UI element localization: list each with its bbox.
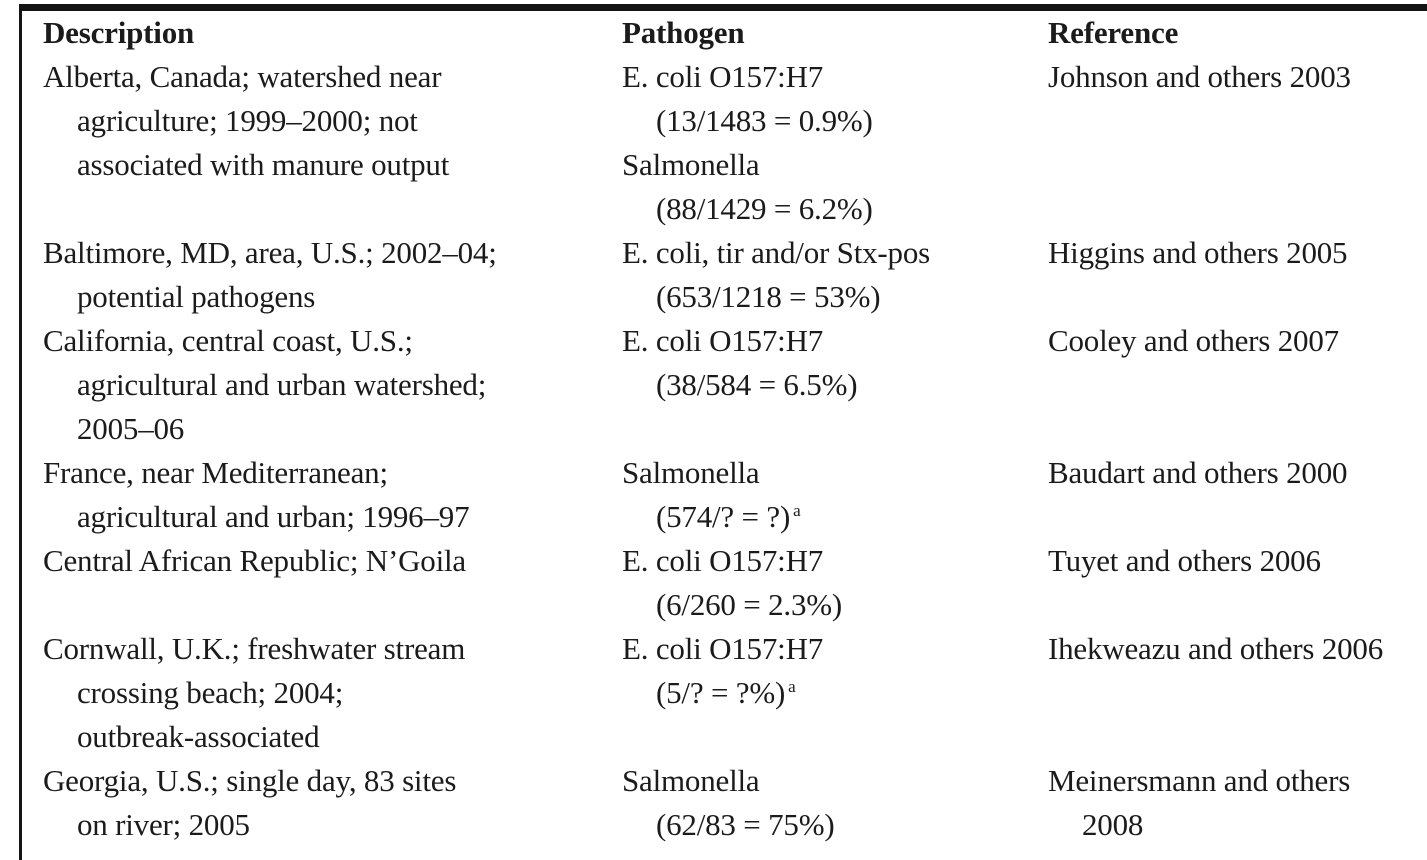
pathogen-cell: E. coli O157:H7 (38/584 = 6.5%) bbox=[622, 319, 1048, 407]
table-row: California, central coast, U.S.; agricult… bbox=[43, 319, 1427, 451]
footnote-marker: a bbox=[788, 676, 796, 696]
description-cell: California, central coast, U.S.; agricult… bbox=[43, 319, 622, 451]
text-line: (574/? = ?) a bbox=[656, 499, 801, 534]
text-line: (38/584 = 6.5%) bbox=[656, 367, 858, 402]
pathogen-cell: E. coli O157:H7 (5/? = ?%) a bbox=[622, 627, 1048, 715]
reference-cell: Higgins and others 2005 bbox=[1048, 231, 1427, 275]
pathogen-cell: E. coli, tir and/or Stx-pos (653/1218 = 5… bbox=[622, 231, 1048, 319]
table-content: Description Pathogen Reference Alberta, … bbox=[22, 11, 1427, 847]
text-line: Alberta, Canada; watershed near bbox=[43, 59, 442, 94]
table-row: Georgia, U.S.; single day, 83 sites on ri… bbox=[43, 759, 1427, 847]
text-line: Cooley and others 2007 bbox=[1048, 323, 1339, 358]
text-line: Central African Republic; N’Goila bbox=[43, 543, 466, 578]
text-line: Ihekweazu and others 2006 bbox=[1048, 631, 1384, 666]
text-line: crossing beach; 2004; bbox=[77, 675, 344, 710]
table-row: Alberta, Canada; watershed near agricultu… bbox=[43, 55, 1427, 231]
text-line: Meinersmann and others bbox=[1048, 763, 1351, 798]
description-cell: Central African Republic; N’Goila bbox=[43, 539, 622, 583]
description-cell: Alberta, Canada; watershed near agricultu… bbox=[43, 55, 622, 187]
pathogen-cell: E. coli O157:H7 (6/260 = 2.3%) bbox=[622, 539, 1048, 627]
reference-cell: Tuyet and others 2006 bbox=[1048, 539, 1427, 583]
text-line: potential pathogens bbox=[77, 279, 316, 314]
pathogen-cell: E. coli O157:H7 (13/1483 = 0.9%) Salmonell… bbox=[622, 55, 1048, 231]
description-cell: Baltimore, MD, area, U.S.; 2002–04; poten… bbox=[43, 231, 622, 319]
text-line: (62/83 = 75%) bbox=[656, 807, 835, 842]
text-line: Baltimore, MD, area, U.S.; 2002–04; bbox=[43, 235, 497, 270]
text-line: 2005–06 bbox=[77, 411, 185, 446]
text-line: Tuyet and others 2006 bbox=[1048, 543, 1321, 578]
text-line: E. coli O157:H7 bbox=[622, 543, 824, 578]
text-line: (6/260 = 2.3%) bbox=[656, 587, 843, 622]
text-line: 2008 bbox=[1082, 807, 1144, 842]
text-line: E. coli O157:H7 bbox=[622, 631, 824, 666]
reference-cell: Cooley and others 2007 bbox=[1048, 319, 1427, 363]
text-line: France, near Mediterranean; bbox=[43, 455, 388, 490]
text-line: E. coli O157:H7 bbox=[622, 59, 824, 94]
text-line: (5/? = ?%) a bbox=[656, 675, 796, 710]
text-line: E. coli O157:H7 bbox=[622, 323, 824, 358]
text-line: Salmonella bbox=[622, 147, 760, 182]
text-line: on river; 2005 bbox=[77, 807, 250, 842]
column-header-reference: Reference bbox=[1048, 15, 1179, 50]
text-line: Salmonella bbox=[622, 763, 760, 798]
text-line: outbreak-associated bbox=[77, 719, 320, 754]
table-body: Alberta, Canada; watershed near agricultu… bbox=[43, 55, 1427, 847]
pathogen-cell: Salmonella (574/? = ?) a bbox=[622, 451, 1048, 539]
reference-cell: Johnson and others 2003 bbox=[1048, 55, 1427, 99]
reference-cell: Baudart and others 2000 bbox=[1048, 451, 1427, 495]
table-row: Cornwall, U.K.; freshwater stream crossin… bbox=[43, 627, 1427, 759]
table-row: France, near Mediterranean; agricultural … bbox=[43, 451, 1427, 539]
text-line: agricultural and urban watershed; bbox=[77, 367, 487, 402]
text-line: agricultural and urban; 1996–97 bbox=[77, 499, 470, 534]
text-line: Baudart and others 2000 bbox=[1048, 455, 1348, 490]
text-line: agriculture; 1999–2000; not bbox=[77, 103, 418, 138]
pathogen-survey-table: Description Pathogen Reference Alberta, … bbox=[19, 4, 1427, 860]
reference-cell: Meinersmann and others 2008 bbox=[1048, 759, 1427, 847]
description-cell: Cornwall, U.K.; freshwater stream crossin… bbox=[43, 627, 622, 759]
description-cell: France, near Mediterranean; agricultural … bbox=[43, 451, 622, 539]
reference-cell: Ihekweazu and others 2006 bbox=[1048, 627, 1427, 671]
text-line: E. coli, tir and/or Stx-pos bbox=[622, 235, 931, 270]
text-line: California, central coast, U.S.; bbox=[43, 323, 413, 358]
pathogen-cell: Salmonella (62/83 = 75%) bbox=[622, 759, 1048, 847]
text-line: Georgia, U.S.; single day, 83 sites bbox=[43, 763, 457, 798]
text-line: (88/1429 = 6.2%) bbox=[656, 191, 873, 226]
table-row: Baltimore, MD, area, U.S.; 2002–04; poten… bbox=[43, 231, 1427, 319]
text-line: associated with manure output bbox=[77, 147, 450, 182]
footnote-marker: a bbox=[793, 500, 801, 520]
text-line: Cornwall, U.K.; freshwater stream bbox=[43, 631, 466, 666]
column-header-pathogen: Pathogen bbox=[622, 15, 745, 50]
text-line: (13/1483 = 0.9%) bbox=[656, 103, 873, 138]
description-cell: Georgia, U.S.; single day, 83 sites on ri… bbox=[43, 759, 622, 847]
text-line: (653/1218 = 53%) bbox=[656, 279, 881, 314]
column-header-description: Description bbox=[43, 15, 195, 50]
table-row: Central African Republic; N’Goila E. coli… bbox=[43, 539, 1427, 627]
text-line: Johnson and others 2003 bbox=[1048, 59, 1351, 94]
text-line: Salmonella bbox=[622, 455, 760, 490]
text-line: Higgins and others 2005 bbox=[1048, 235, 1348, 270]
table-header-row: Description Pathogen Reference bbox=[43, 11, 1427, 55]
